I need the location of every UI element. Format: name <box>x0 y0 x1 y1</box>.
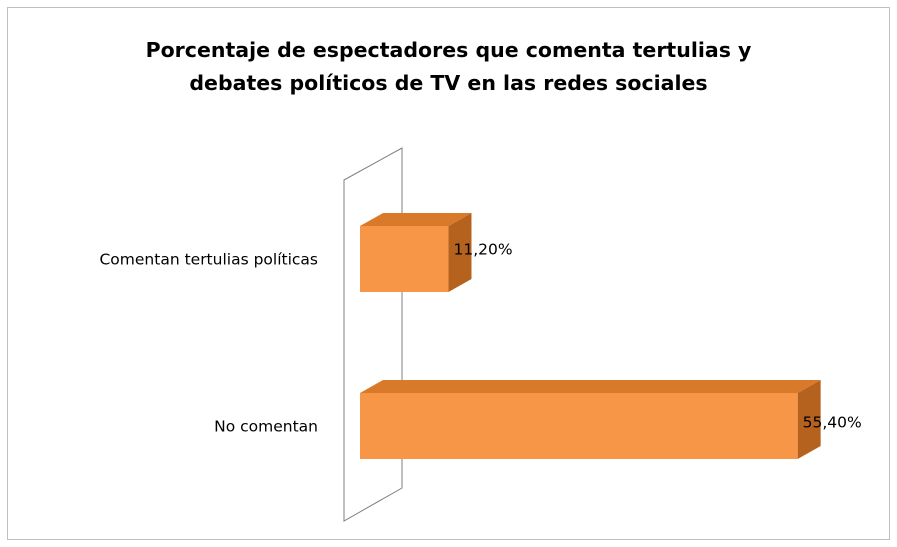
bar-top-face <box>360 213 472 226</box>
bar-side-face <box>797 380 821 459</box>
bar-front-face <box>360 226 449 292</box>
category-label: No comentan <box>214 418 318 436</box>
bar-front-face <box>360 393 798 459</box>
chart-title-line-1: Porcentaje de espectadores que comenta t… <box>145 38 752 62</box>
category-axis-wall <box>343 147 403 522</box>
data-label: 11,20% <box>453 241 512 259</box>
category-label: Comentan tertulias políticas <box>99 251 318 269</box>
chart-title-line-2: debates políticos de TV en las redes soc… <box>189 71 708 95</box>
bar-top-face <box>360 380 821 393</box>
chart-title: Porcentaje de espectadores que comenta t… <box>0 34 897 100</box>
labels-layer: Comentan tertulias políticas 11,20% No com… <box>99 241 861 436</box>
bar <box>360 213 472 292</box>
bars-layer <box>360 213 821 459</box>
data-label: 55,40% <box>803 414 862 432</box>
bar-side-face <box>448 213 472 292</box>
bar <box>360 380 821 459</box>
